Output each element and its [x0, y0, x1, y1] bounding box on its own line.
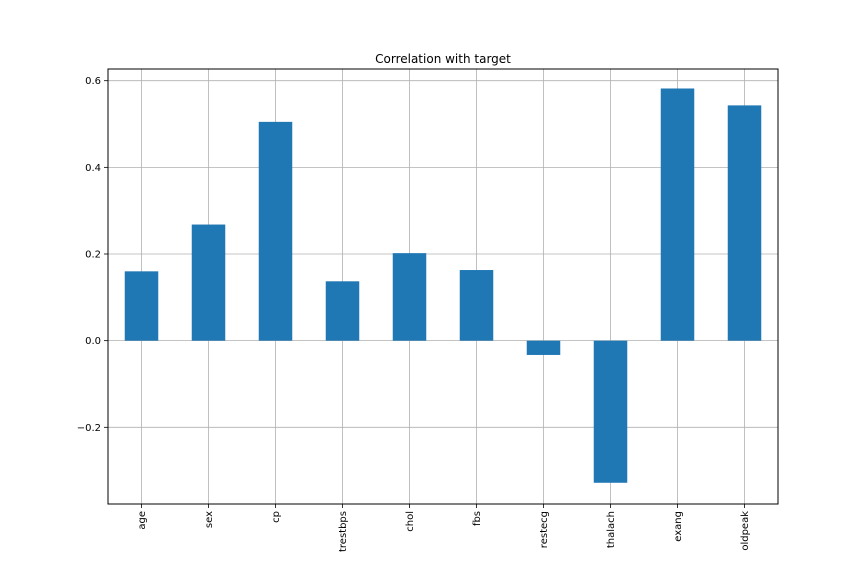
bar-chol: [392, 253, 427, 341]
y-tick-label: 0.6: [85, 76, 101, 87]
bar-sex: [191, 224, 226, 341]
x-tick-label: sex: [204, 511, 215, 528]
y-tick-label: 0.4: [85, 163, 101, 174]
y-tick-label: 0.0: [85, 336, 101, 347]
x-tick-label: age: [137, 511, 148, 530]
x-tick-label: chol: [405, 511, 416, 532]
bar-cp: [258, 121, 293, 341]
x-tick-label: fbs: [472, 511, 483, 526]
bars: [124, 88, 762, 483]
bar-exang: [660, 88, 695, 341]
x-tick-label: thalach: [606, 511, 617, 548]
plot-frame: [107, 68, 779, 505]
bar-fbs: [459, 270, 494, 341]
y-tick-label: −0.2: [77, 423, 101, 434]
chart-title: Correlation with target: [375, 52, 511, 66]
bar-age: [124, 271, 159, 341]
x-tick-label: trestbps: [338, 511, 349, 552]
bar-oldpeak: [727, 105, 762, 341]
y-tick-label: 0.2: [85, 250, 101, 261]
bar-trestbps: [325, 281, 360, 341]
x-tick-label: cp: [271, 511, 282, 523]
x-tick-label: oldpeak: [740, 511, 751, 551]
x-axis-ticks: age sex cp trestbps chol fbs restecg thalach exa…: [137, 504, 751, 552]
x-tick-label: restecg: [539, 511, 550, 548]
bar-thalach: [593, 340, 628, 483]
bar-restecg: [526, 340, 561, 355]
y-axis-ticks: −0.2 0.0 0.2 0.4 0.6: [77, 76, 108, 434]
x-tick-label: exang: [673, 511, 684, 542]
